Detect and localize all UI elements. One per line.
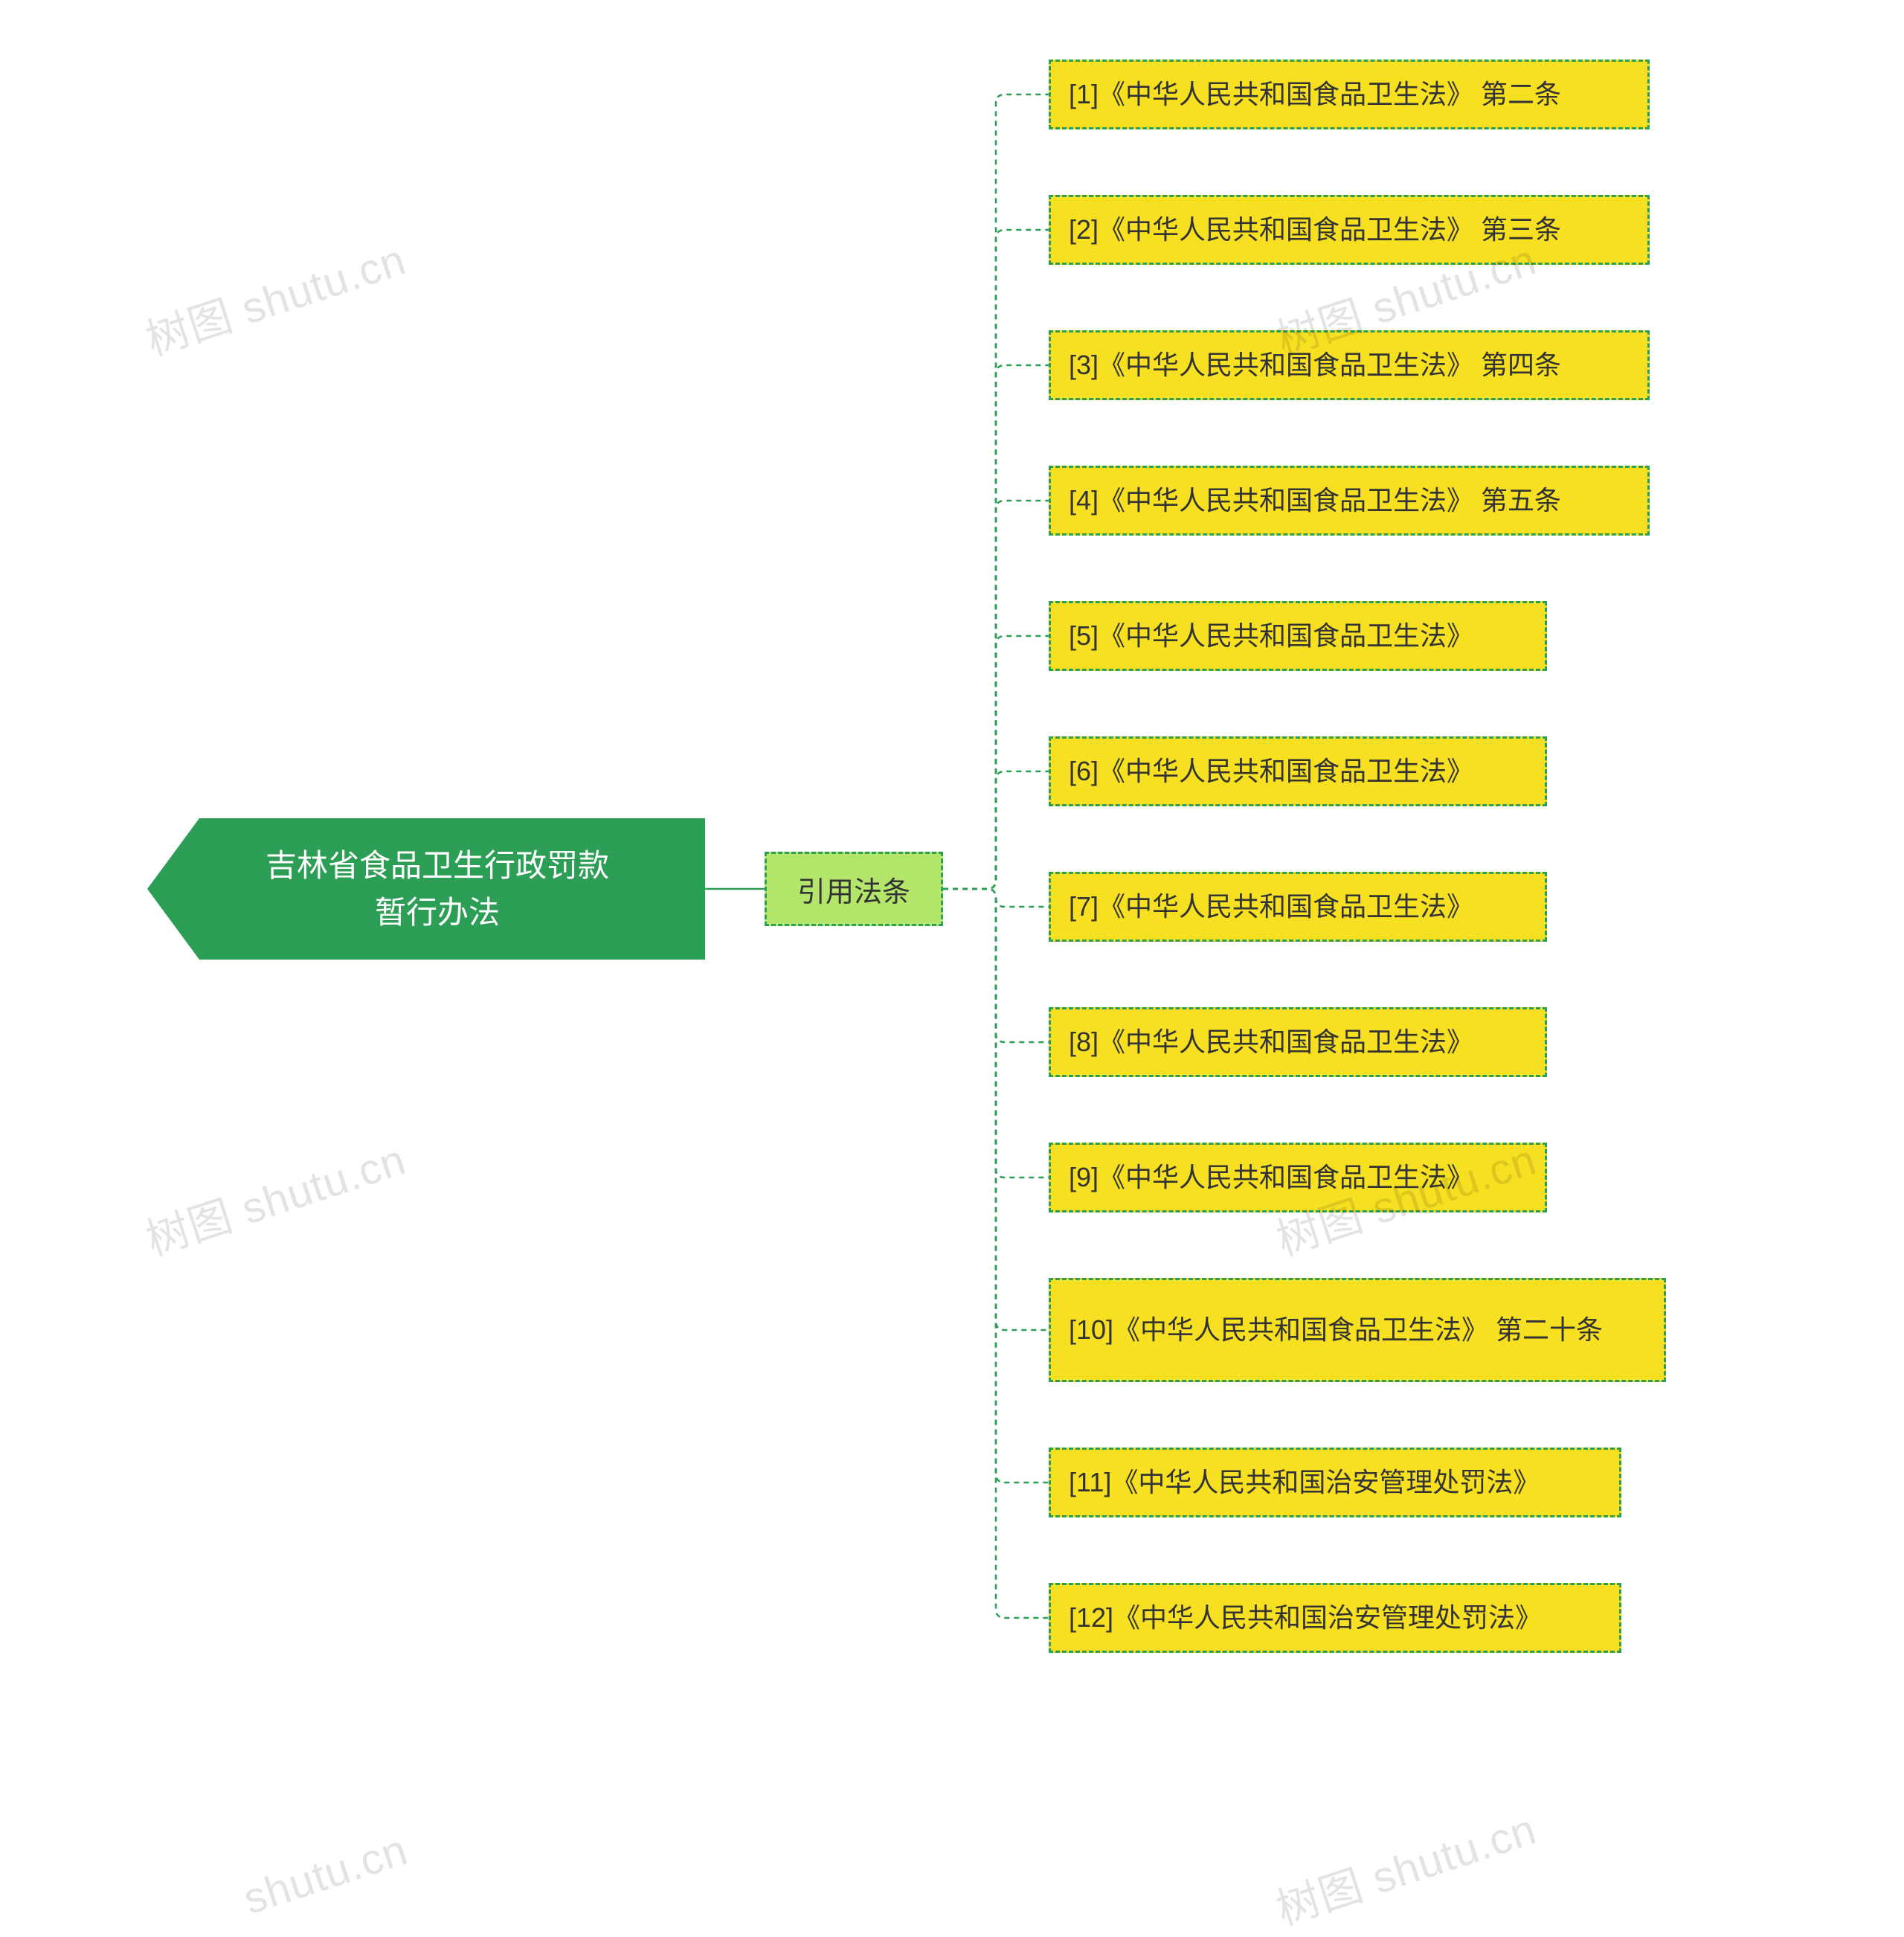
leaf-node-6: [7]《中华人民共和国食品卫生法》 bbox=[1049, 872, 1547, 942]
leaf-label: [9]《中华人民共和国食品卫生法》 bbox=[1069, 1159, 1473, 1196]
leaf-node-5: [6]《中华人民共和国食品卫生法》 bbox=[1049, 736, 1547, 806]
watermark: 树图 shutu.cn bbox=[137, 225, 413, 367]
leaf-node-3: [4]《中华人民共和国食品卫生法》 第五条 bbox=[1049, 466, 1650, 536]
leaf-label: [5]《中华人民共和国食品卫生法》 bbox=[1069, 617, 1473, 655]
watermark: 树图 shutu.cn bbox=[1267, 1794, 1543, 1937]
mid-node: 引用法条 bbox=[765, 852, 943, 926]
leaf-node-9: [10]《中华人民共和国食品卫生法》 第二十条 bbox=[1049, 1278, 1666, 1382]
leaf-label: [11]《中华人民共和国治安管理处罚法》 bbox=[1069, 1464, 1540, 1501]
watermark: 树图 shutu.cn bbox=[137, 1125, 413, 1268]
leaf-label: [12]《中华人民共和国治安管理处罚法》 bbox=[1069, 1599, 1542, 1636]
leaf-label: [2]《中华人民共和国食品卫生法》 第三条 bbox=[1069, 211, 1561, 248]
leaf-node-1: [2]《中华人民共和国食品卫生法》 第三条 bbox=[1049, 195, 1650, 265]
leaf-label: [1]《中华人民共和国食品卫生法》 第二条 bbox=[1069, 76, 1561, 113]
leaf-node-2: [3]《中华人民共和国食品卫生法》 第四条 bbox=[1049, 330, 1650, 400]
leaf-label: [7]《中华人民共和国食品卫生法》 bbox=[1069, 888, 1473, 925]
root-label: 吉林省食品卫生行政罚款 暂行办法 bbox=[266, 842, 609, 936]
leaf-node-4: [5]《中华人民共和国食品卫生法》 bbox=[1049, 601, 1547, 671]
leaf-node-11: [12]《中华人民共和国治安管理处罚法》 bbox=[1049, 1583, 1621, 1653]
watermark: shutu.cn bbox=[237, 1825, 414, 1924]
mid-label: 引用法条 bbox=[797, 869, 910, 910]
leaf-node-10: [11]《中华人民共和国治安管理处罚法》 bbox=[1049, 1448, 1621, 1517]
leaf-node-7: [8]《中华人民共和国食品卫生法》 bbox=[1049, 1007, 1547, 1077]
root-node: 吉林省食品卫生行政罚款 暂行办法 bbox=[147, 818, 705, 960]
leaf-node-8: [9]《中华人民共和国食品卫生法》 bbox=[1049, 1143, 1547, 1212]
leaf-label: [4]《中华人民共和国食品卫生法》 第五条 bbox=[1069, 482, 1561, 519]
leaf-label: [10]《中华人民共和国食品卫生法》 第二十条 bbox=[1069, 1311, 1603, 1349]
leaf-label: [6]《中华人民共和国食品卫生法》 bbox=[1069, 753, 1473, 790]
leaf-label: [8]《中华人民共和国食品卫生法》 bbox=[1069, 1024, 1473, 1061]
leaf-node-0: [1]《中华人民共和国食品卫生法》 第二条 bbox=[1049, 60, 1650, 129]
diagram-canvas: 吉林省食品卫生行政罚款 暂行办法 引用法条 [1]《中华人民共和国食品卫生法》 … bbox=[0, 0, 1904, 1886]
leaf-label: [3]《中华人民共和国食品卫生法》 第四条 bbox=[1069, 347, 1561, 384]
